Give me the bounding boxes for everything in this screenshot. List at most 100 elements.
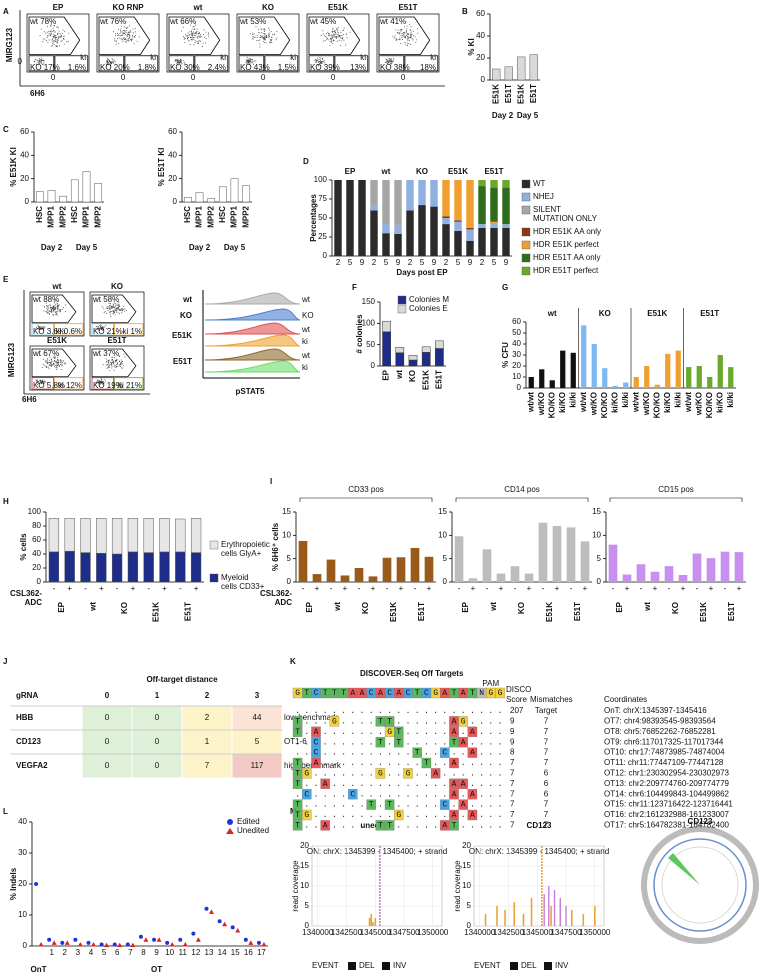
flow-event	[249, 59, 251, 61]
flow-event	[249, 63, 251, 65]
flow-event	[35, 379, 37, 381]
x-tick-label: 3	[76, 948, 81, 957]
y-tick-label: 20	[32, 563, 41, 572]
flow-event	[108, 359, 110, 361]
chart-subtitle: ON: chrX: 1345399 - 1345400; + strand	[307, 847, 447, 856]
flow-event	[342, 37, 344, 39]
flow-event	[248, 63, 250, 65]
legend-swatch	[544, 962, 552, 970]
bar	[622, 574, 632, 582]
flow-event	[49, 306, 51, 308]
flow-event	[107, 60, 109, 62]
group-label: E51K	[389, 602, 398, 622]
sequence: T..A.............AA....	[295, 780, 502, 789]
gate-ki	[404, 55, 439, 72]
flow-event	[411, 33, 413, 35]
flow-event	[317, 60, 319, 62]
disco-score: 9	[510, 717, 515, 726]
flow-event	[196, 36, 198, 38]
flow-event	[56, 366, 58, 368]
flow-event	[46, 309, 48, 311]
flow-event	[56, 367, 58, 369]
flow-event	[48, 31, 50, 33]
flow-event	[53, 359, 55, 361]
flow-event	[122, 365, 124, 367]
flow-event	[64, 31, 66, 33]
flow-event	[339, 44, 341, 46]
flow-event	[107, 62, 109, 64]
panel-label: K	[290, 657, 296, 666]
x-tick-label: 1342500	[493, 928, 525, 937]
bar	[382, 320, 391, 333]
gate-ki	[113, 377, 144, 390]
data-point	[47, 937, 52, 942]
bar	[717, 355, 723, 388]
flow-event	[57, 306, 59, 308]
y-tick-label: 40	[476, 31, 485, 40]
flow-event	[41, 383, 43, 385]
flow-event	[199, 37, 201, 39]
flow-event	[46, 37, 48, 39]
flow-event	[192, 26, 194, 28]
gate-ko	[168, 55, 195, 72]
flow-event	[128, 40, 130, 42]
flow-event	[56, 308, 58, 310]
flow-event	[45, 39, 47, 41]
y-tick-label: 20	[300, 841, 309, 850]
bar	[424, 556, 434, 582]
bar	[466, 180, 474, 228]
flow-event	[102, 326, 104, 328]
legend-swatch	[397, 295, 407, 305]
gate-ki	[53, 323, 84, 336]
flow-event	[136, 40, 138, 42]
flow-event	[250, 58, 252, 60]
flow-event	[176, 62, 178, 64]
bar	[706, 558, 716, 582]
y-axis-label: % KI	[467, 38, 476, 55]
x-tick-label: +	[194, 584, 199, 593]
flow-event	[34, 328, 36, 330]
data-point	[178, 937, 183, 942]
group-label: E51K	[448, 167, 468, 176]
flow-event	[117, 34, 119, 36]
flow-event	[176, 60, 178, 62]
bar	[64, 518, 75, 552]
chart-title: CD14 pos	[504, 485, 540, 494]
flow-event	[410, 31, 412, 33]
text-line: MUTATION ONLY	[533, 214, 598, 223]
flow-event	[125, 34, 127, 36]
flow-event	[96, 381, 98, 383]
flow-event	[99, 381, 101, 383]
flow-event	[105, 327, 107, 329]
flow-event	[198, 33, 200, 35]
x-tick-label: -	[612, 584, 615, 593]
flow-event	[407, 36, 409, 38]
flow-event	[120, 365, 122, 367]
flow-event	[324, 40, 326, 42]
y-tick-label: 40	[168, 150, 177, 159]
circos-track	[653, 838, 747, 932]
y-tick-label: 20	[512, 361, 521, 370]
flow-event	[121, 363, 123, 365]
flow-event	[127, 39, 129, 41]
flow-event	[59, 361, 61, 363]
flow-event	[53, 364, 55, 366]
flow-event	[320, 35, 322, 37]
flow-event	[52, 40, 54, 42]
flow-event	[121, 39, 123, 41]
flow-event	[195, 34, 197, 36]
flow-event	[112, 61, 114, 63]
flow-event	[112, 303, 114, 305]
flow-event	[54, 357, 56, 359]
table-note: low benchmark	[284, 713, 339, 722]
bar	[665, 353, 671, 388]
flow-event	[196, 28, 198, 30]
flow-event	[385, 58, 387, 60]
y-tick-label: 0	[287, 577, 292, 586]
coordinates: OT16: chr2:161232988-161233007	[604, 810, 730, 819]
legend-swatch	[521, 253, 531, 263]
flow-event	[47, 31, 49, 33]
flow-event	[102, 307, 104, 309]
x-tick-label: EP	[382, 369, 391, 380]
data-point	[112, 942, 117, 947]
